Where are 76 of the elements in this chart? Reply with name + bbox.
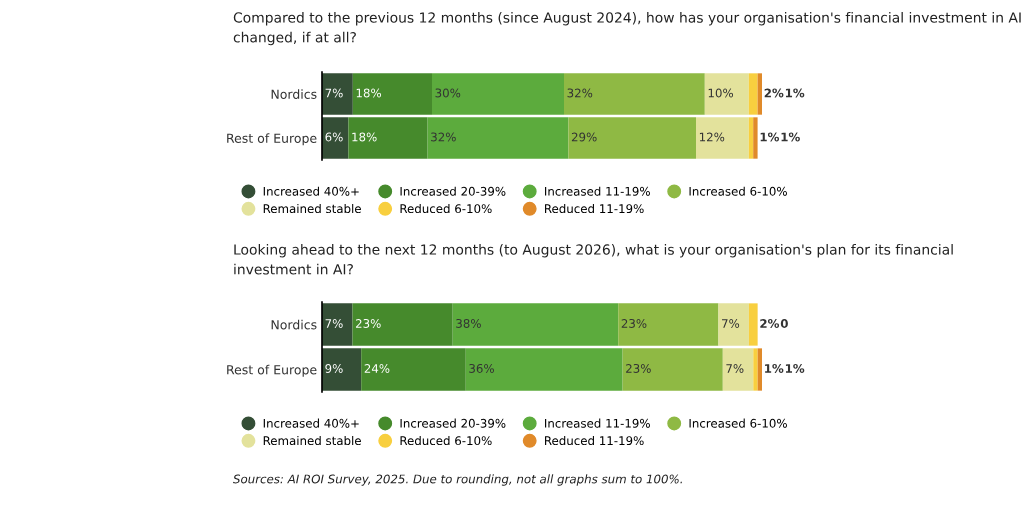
legend-label: Reduced 6-10% xyxy=(400,203,492,214)
bar xyxy=(348,117,428,159)
data-label: 2% xyxy=(764,88,784,98)
data-label: 36% xyxy=(469,364,494,373)
data-label: 10% xyxy=(708,88,734,98)
data-label: 7% xyxy=(325,319,343,328)
bar xyxy=(452,303,619,346)
data-label: 32% xyxy=(431,132,456,142)
bar xyxy=(322,348,362,391)
bar xyxy=(465,348,623,391)
bar xyxy=(322,303,353,346)
bar xyxy=(718,303,749,346)
data-label: 2% xyxy=(760,319,780,328)
data-label: 1% xyxy=(785,88,805,98)
data-label: 18% xyxy=(356,88,382,98)
bar xyxy=(432,73,564,115)
bar xyxy=(427,117,569,159)
data-label: 1% xyxy=(765,364,784,373)
data-label: 18% xyxy=(352,132,377,142)
source-note: Sources: AI ROI Survey, 2025. Due to rounding, not all graphs sum to 100%. xyxy=(233,474,682,486)
legend-label: Increased 20-39% xyxy=(400,418,506,428)
data-label: 24% xyxy=(364,364,390,373)
bar xyxy=(704,73,749,115)
y-tick-label: Rest of Europe xyxy=(227,364,317,377)
chart-title: Looking ahead to the next 12 months (to August 2026), what is your organisation's plan for its financial investment in AI? xyxy=(234,244,953,275)
data-label: 29% xyxy=(571,132,597,142)
legend-label: Reduced 11-19% xyxy=(545,203,644,214)
legend-label: Increased 40%+ xyxy=(263,186,359,196)
legend-label: Remained stable xyxy=(263,435,361,446)
legend-label: Remained stable xyxy=(263,203,361,214)
bar xyxy=(568,117,696,159)
legend-label: Increased 11-19% xyxy=(545,418,650,428)
data-label: 12% xyxy=(699,132,725,142)
bar xyxy=(757,73,762,115)
bar xyxy=(622,348,723,391)
data-label: 1% xyxy=(781,132,800,142)
data-label: 30% xyxy=(435,88,461,98)
legend-label: Reduced 6-10% xyxy=(400,435,492,446)
data-label: 1% xyxy=(785,364,805,373)
bar xyxy=(361,348,466,391)
bar xyxy=(696,117,749,159)
data-label: 32% xyxy=(567,88,593,98)
data-label: 6% xyxy=(325,132,343,142)
bar xyxy=(322,117,349,159)
data-label: 7% xyxy=(722,319,740,328)
data-label: 7% xyxy=(325,88,343,98)
y-tick-label: Rest of Europe xyxy=(227,133,317,146)
bar xyxy=(753,348,758,391)
y-tick-label: Nordics xyxy=(271,89,317,99)
bar xyxy=(753,117,758,159)
legend-label: Increased 20-39% xyxy=(400,186,506,196)
bar xyxy=(564,73,705,115)
data-label: 9% xyxy=(325,364,343,373)
bar xyxy=(352,303,453,346)
data-label: 23% xyxy=(621,319,647,328)
bar xyxy=(748,303,758,346)
bar xyxy=(352,73,432,115)
data-label: 7% xyxy=(726,364,744,373)
bar xyxy=(748,117,754,159)
bar xyxy=(722,348,754,391)
bar xyxy=(748,73,758,115)
bar xyxy=(757,348,762,391)
bar xyxy=(618,303,719,346)
chart-title: Compared to the previous 12 months (since August 2024), how has your organisation's financial investment in AI changed, if at all? xyxy=(233,12,1021,46)
data-label: 0 xyxy=(780,319,788,328)
legend-label: Increased 11-19% xyxy=(545,186,650,196)
legend-label: Reduced 11-19% xyxy=(545,435,644,446)
data-label: 38% xyxy=(456,319,481,328)
legend-label: Increased 40%+ xyxy=(263,418,359,428)
data-label: 23% xyxy=(626,364,651,373)
legend-label: Increased 6-10% xyxy=(689,186,787,196)
data-label: 1% xyxy=(760,132,780,142)
bar xyxy=(322,73,353,115)
data-label: 23% xyxy=(355,319,381,328)
legend-label: Increased 6-10% xyxy=(689,418,787,428)
y-tick-label: Nordics xyxy=(271,319,317,330)
